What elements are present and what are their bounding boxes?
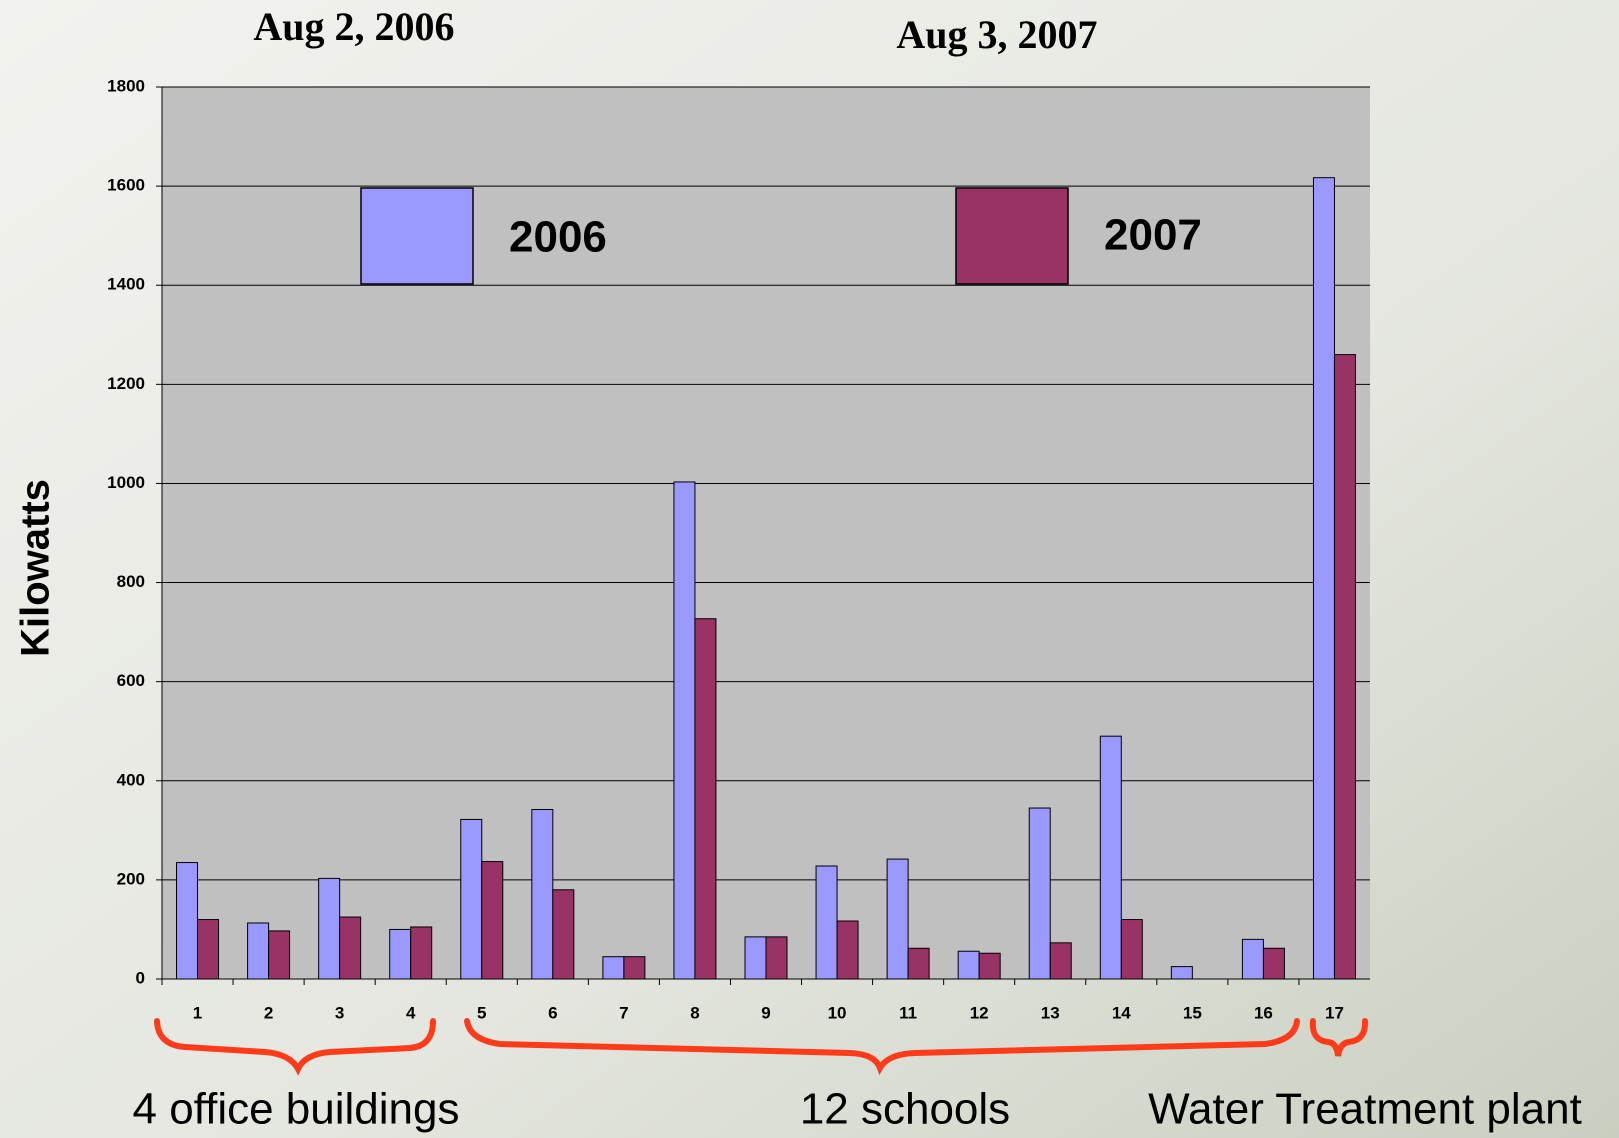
bar [979,953,1000,979]
x-tick-label: 9 [761,1003,770,1022]
bar [177,863,198,979]
legend-label: 2007 [1104,211,1202,260]
x-tick-label: 13 [1041,1003,1060,1022]
bar [553,890,574,979]
bar [319,878,340,979]
y-tick-label: 200 [117,869,145,888]
bar [411,927,432,979]
bar [1334,355,1355,979]
y-tick-label: 600 [117,671,145,690]
x-tick-label: 2 [264,1003,273,1022]
y-tick-label: 1000 [107,473,145,492]
bar [248,923,269,979]
annotation: Aug 2, 2006 [253,4,454,49]
bar [1100,736,1121,979]
x-tick-label: 17 [1325,1003,1344,1022]
bar [816,866,837,979]
bar [1171,967,1192,979]
bar [1313,178,1334,979]
x-tick-label: 15 [1183,1003,1202,1022]
bar [958,951,979,979]
y-tick-label: 1400 [107,275,145,294]
y-tick-label: 0 [136,968,145,987]
x-tick-label: 3 [335,1003,344,1022]
bar [745,937,766,979]
bar [908,948,929,979]
page: {"chart_data": {"type": "bar", "annotati… [0,0,1619,1138]
x-tick-label: 16 [1254,1003,1273,1022]
legend-swatch [361,188,473,284]
bar [603,957,624,979]
x-tick-label: 1 [193,1003,202,1022]
bar [887,859,908,979]
x-tick-label: 7 [619,1003,628,1022]
bar [674,482,695,979]
y-tick-label: 1800 [107,76,145,95]
bar [482,862,503,979]
annotation: Water Treatment plant [1148,1085,1582,1134]
bar [1050,943,1071,979]
bar [624,957,645,979]
y-tick-label: 1200 [107,374,145,393]
bar [269,931,290,979]
bar [461,819,482,979]
annotation: 12 schools [800,1085,1010,1134]
legend-label: 2006 [509,213,607,262]
y-tick-label: 1600 [107,176,145,195]
x-tick-label: 11 [899,1003,917,1022]
chart: Aug 2, 2006 Aug 3, 2007 Kilowatts 4 offi… [0,0,1619,1138]
x-tick-label: 14 [1112,1003,1131,1022]
legend-swatch [956,188,1068,284]
bar [837,921,858,979]
bar [1029,808,1050,979]
bar [390,929,411,979]
x-tick-label: 6 [548,1003,557,1022]
bar [1121,920,1142,979]
bar [340,917,361,979]
bar [532,810,553,979]
y-tick-label: 800 [117,572,145,591]
annotation: Aug 3, 2007 [896,12,1097,57]
x-tick-label: 12 [970,1003,989,1022]
bar [766,937,787,979]
annotation: 4 office buildings [133,1085,460,1134]
bar [198,920,219,979]
bar [1263,948,1284,979]
x-tick-label: 8 [690,1003,699,1022]
x-tick-label: 4 [406,1003,416,1022]
x-tick-label: 10 [828,1003,847,1022]
bar [1242,939,1263,979]
y-tick-label: 400 [117,770,145,789]
y-axis-label: Kilowatts [14,479,58,657]
x-tick-label: 5 [477,1003,486,1022]
bar [695,619,716,979]
